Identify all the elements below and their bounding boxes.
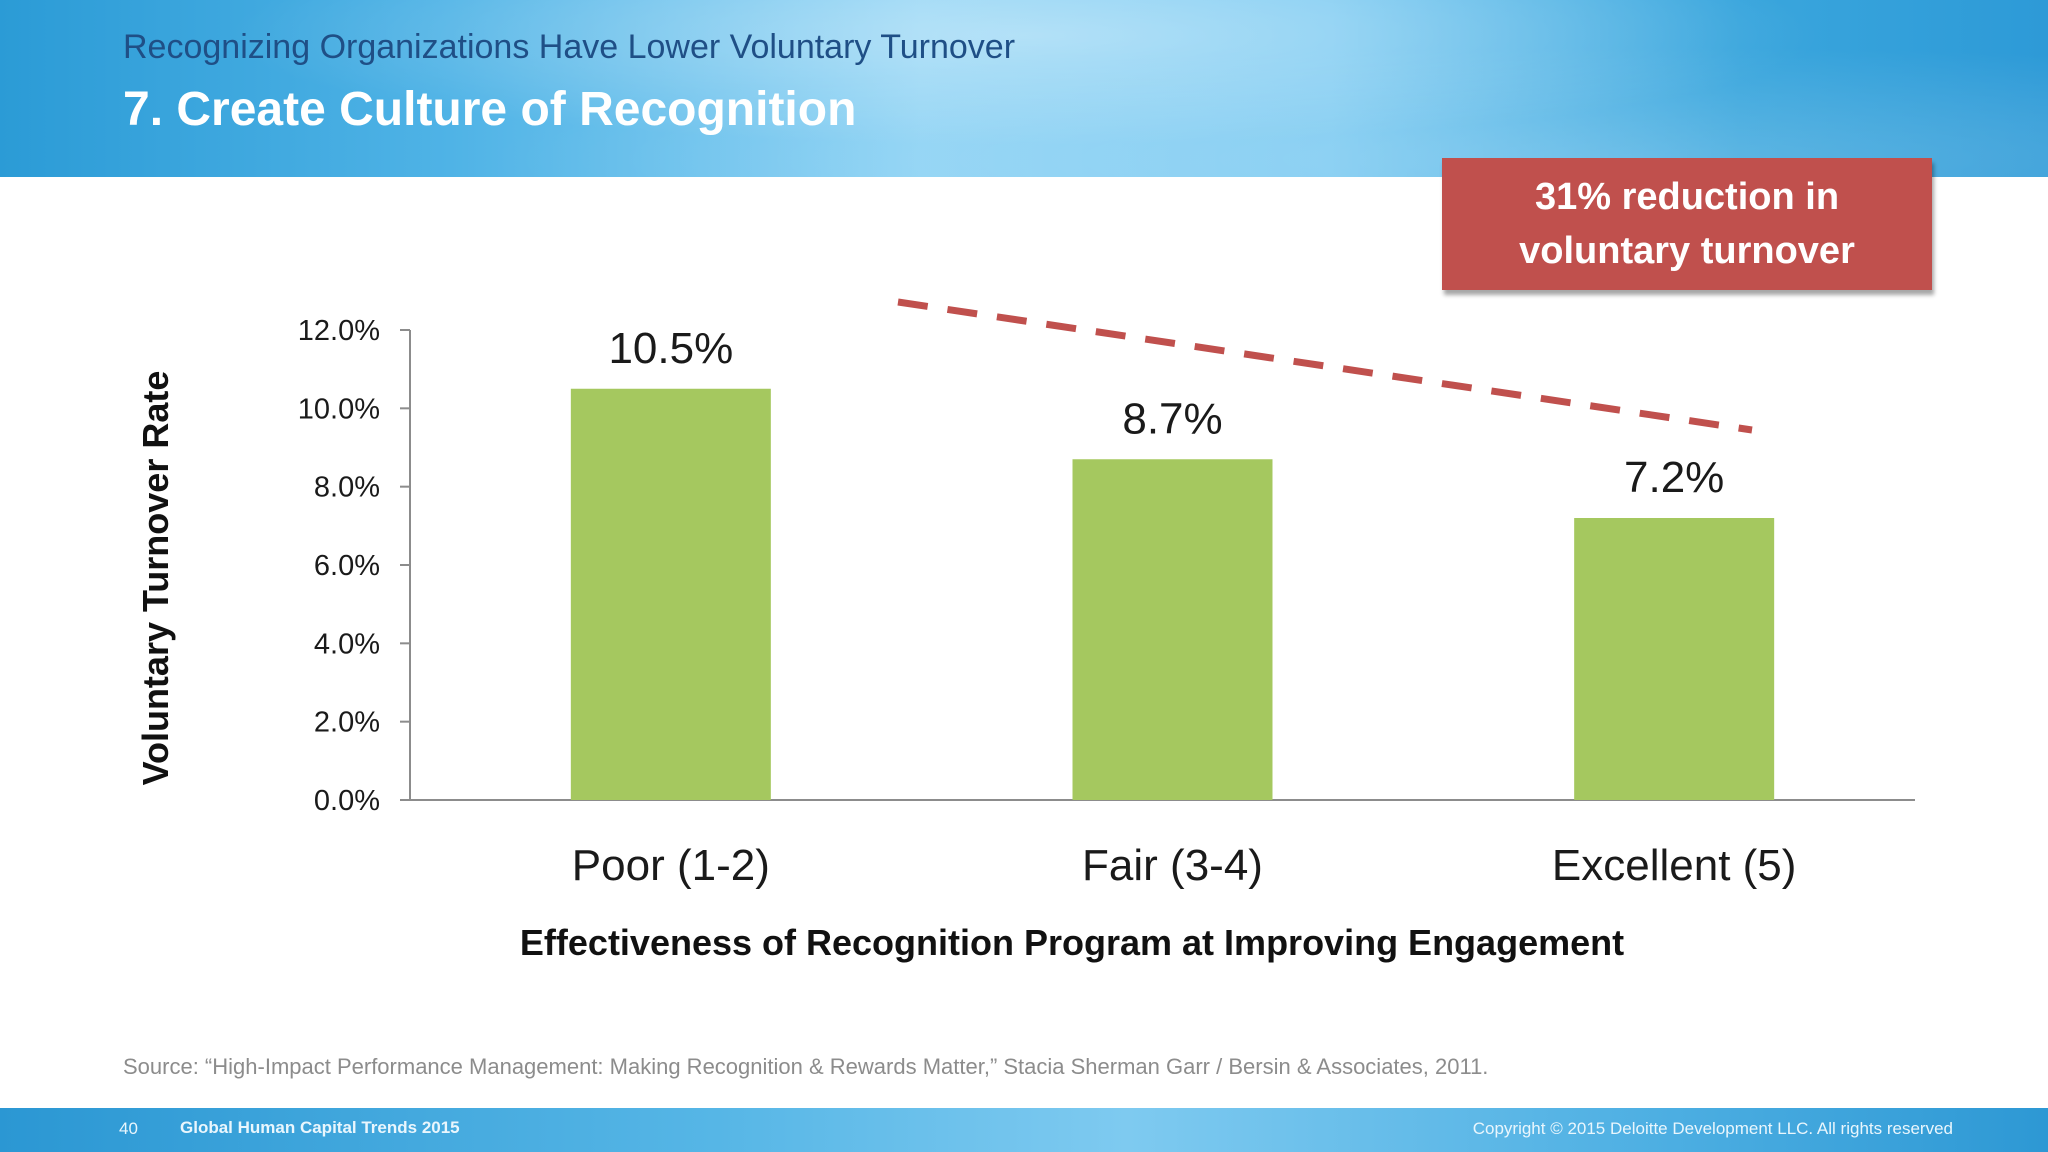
bar (1574, 518, 1775, 800)
page-number: 40 (119, 1119, 138, 1138)
y-tick-label: 8.0% (314, 472, 380, 504)
bar (1072, 459, 1273, 800)
y-tick-label: 4.0% (314, 628, 380, 660)
trend-dashed-line (897, 298, 1753, 434)
presentation-name: Global Human Capital Trends 2015 (180, 1118, 460, 1137)
x-tick-label: Fair (3-4) (1082, 841, 1263, 890)
y-axis-title: Voluntary Turnover Rate (135, 371, 176, 786)
y-tick-label: 0.0% (314, 785, 380, 817)
bar-data-label: 10.5% (608, 324, 733, 373)
callout-box: 31% reduction in voluntary turnover (1442, 158, 1932, 290)
x-tick-label: Poor (1-2) (572, 841, 770, 890)
y-tick-label: 10.0% (298, 393, 380, 425)
bar-data-label: 8.7% (1122, 394, 1222, 443)
bar-data-label: 7.2% (1624, 453, 1724, 502)
slide-footer: 40 Global Human Capital Trends 2015 Copy… (0, 1108, 2048, 1152)
x-tick-label: Excellent (5) (1552, 841, 1797, 890)
slide-subtitle: Recognizing Organizations Have Lower Vol… (123, 28, 1016, 66)
y-tick-label: 2.0% (314, 707, 380, 739)
callout-text: 31% reduction in voluntary turnover (1519, 176, 1855, 272)
slide-header-banner: Recognizing Organizations Have Lower Vol… (0, 0, 2048, 177)
source-citation: Source: “High-Impact Performance Managem… (123, 1054, 1489, 1079)
bar-chart: 0.0% 2.0% 4.0% 6.0% 8.0% 10.0% 12.0% 10.5% Poor … (135, 298, 1915, 963)
y-tick-label: 6.0% (314, 550, 380, 582)
slide-title: 7. Create Culture of Recognition (123, 83, 857, 136)
y-tick-label: 12.0% (298, 315, 380, 347)
bar (570, 388, 771, 800)
x-axis-title: Effectiveness of Recognition Program at … (520, 922, 1624, 963)
copyright-notice: Copyright © 2015 Deloitte Development LL… (1472, 1119, 1953, 1138)
